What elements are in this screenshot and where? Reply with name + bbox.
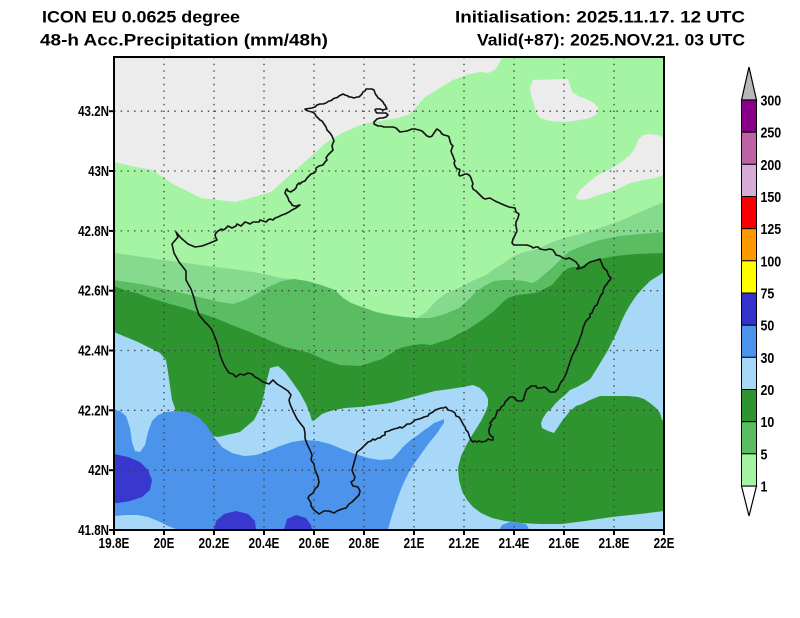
svg-text:75: 75 <box>761 286 775 303</box>
svg-text:20.4E: 20.4E <box>249 536 280 552</box>
svg-text:100: 100 <box>761 253 782 270</box>
svg-text:43.2N: 43.2N <box>78 104 109 120</box>
svg-text:42N: 42N <box>88 463 109 479</box>
svg-text:200: 200 <box>761 157 782 174</box>
svg-text:22E: 22E <box>654 536 675 552</box>
svg-text:5: 5 <box>761 446 768 463</box>
svg-text:150: 150 <box>761 189 782 206</box>
svg-text:50: 50 <box>761 318 775 335</box>
svg-text:20: 20 <box>761 382 775 399</box>
svg-text:21.8E: 21.8E <box>599 536 630 552</box>
svg-text:21.2E: 21.2E <box>449 536 480 552</box>
svg-text:42.2N: 42.2N <box>78 403 109 419</box>
svg-text:19.8E: 19.8E <box>99 536 130 552</box>
svg-text:300: 300 <box>761 93 782 110</box>
svg-text:21.4E: 21.4E <box>499 536 530 552</box>
svg-text:1: 1 <box>761 479 768 496</box>
svg-text:Valid(+87): 2025.NOV.21. 03 UT: Valid(+87): 2025.NOV.21. 03 UTC <box>477 32 745 50</box>
svg-text:21E: 21E <box>404 536 425 552</box>
svg-text:43N: 43N <box>88 164 109 180</box>
svg-text:20.8E: 20.8E <box>349 536 380 552</box>
svg-text:ICON EU 0.0625 degree: ICON EU 0.0625 degree <box>42 9 240 27</box>
svg-text:30: 30 <box>761 350 775 367</box>
svg-text:20E: 20E <box>154 536 175 552</box>
svg-text:20.6E: 20.6E <box>299 536 330 552</box>
svg-text:48-h Acc.Precipitation (mm/48h: 48-h Acc.Precipitation (mm/48h) <box>40 32 328 50</box>
svg-text:250: 250 <box>761 125 782 142</box>
svg-text:21.6E: 21.6E <box>549 536 580 552</box>
svg-text:20.2E: 20.2E <box>199 536 230 552</box>
svg-text:41.8N: 41.8N <box>78 523 109 539</box>
svg-text:42.6N: 42.6N <box>78 284 109 300</box>
svg-text:10: 10 <box>761 414 775 431</box>
svg-text:125: 125 <box>761 221 782 238</box>
svg-text:42.4N: 42.4N <box>78 344 109 360</box>
svg-text:42.8N: 42.8N <box>78 224 109 240</box>
svg-text:Initialisation: 2025.11.17. 12: Initialisation: 2025.11.17. 12 UTC <box>455 9 745 27</box>
